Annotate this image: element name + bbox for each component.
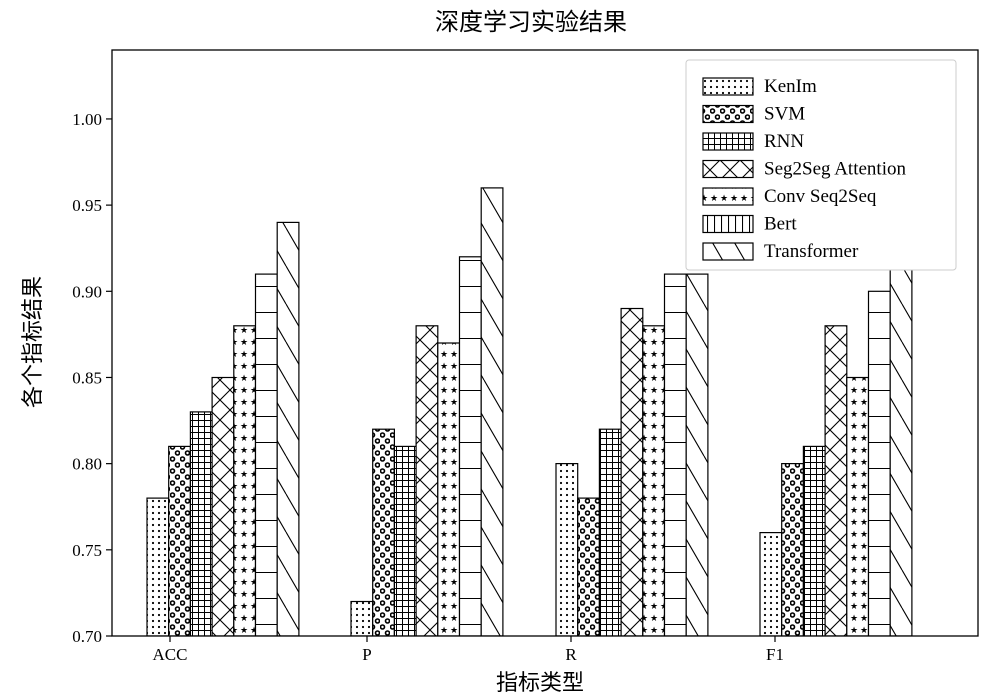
bar-transformer-acc: [276, 221, 300, 636]
bar-transformer-p: [480, 187, 504, 636]
x-tick-label-f1: F1: [766, 645, 784, 664]
y-tick-label: 0.90: [72, 282, 102, 301]
bar-seg2seg-attention-r: [620, 307, 644, 636]
legend-label: SVM: [764, 104, 805, 125]
bar-transformer-f1: [889, 239, 913, 636]
bar-kenim-acc: [146, 497, 170, 636]
bar-conv-seq2seq-f1: [846, 376, 870, 636]
bar-seg2seg-attention-p: [415, 325, 439, 636]
y-tick-label: 0.85: [72, 368, 102, 387]
legend-label: KenIm: [764, 76, 817, 97]
bar-svm-acc: [168, 445, 191, 636]
legend-swatch: [702, 214, 754, 234]
plot-frame: [111, 49, 979, 637]
bar-bert-p: [458, 256, 482, 636]
legend-label: Conv Seq2Seq: [764, 186, 877, 207]
bar-rnn-r: [598, 428, 622, 636]
y-axis-ticks: 0.70 0.75 0.80 0.85 0.90 0.95 1.00: [72, 110, 112, 646]
y-tick-label: 0.80: [72, 455, 102, 474]
legend-swatch: [702, 242, 754, 261]
legend-swatch: [702, 159, 754, 179]
legend-label: Seg2Seg Attention: [764, 159, 906, 180]
x-axis-label: 指标类型: [496, 671, 584, 696]
x-tick-label-p: P: [362, 645, 371, 664]
bar-rnn-f1: [802, 445, 826, 636]
legend-swatch: [702, 77, 754, 96]
bar-bert-f1: [867, 290, 891, 636]
y-axis-label: 各个指标结果: [21, 276, 46, 408]
legend-swatch: [702, 132, 754, 151]
y-tick-label: 1.00: [72, 110, 102, 129]
legend-label: Transformer: [764, 241, 859, 262]
legend-label: RNN: [764, 131, 804, 152]
bar-seg2seg-attention-acc: [211, 376, 235, 636]
bar-svm-f1: [781, 463, 805, 636]
bar-rnn-acc: [189, 411, 213, 636]
x-tick-label-r: R: [565, 645, 577, 664]
chart-title: 深度学习实验结果: [435, 8, 627, 36]
legend-label: Bert: [764, 214, 797, 235]
bar-conv-seq2seq-p: [437, 342, 461, 636]
bar-kenim-r: [555, 463, 579, 636]
legend-swatch: [702, 187, 754, 206]
bar-seg2seg-attention-f1: [824, 325, 848, 636]
bar-kenim-p: [350, 600, 374, 636]
bar-rnn-p: [393, 445, 417, 636]
x-axis-ticks: ACC P R F1: [153, 636, 784, 664]
y-tick-label: 0.95: [72, 196, 102, 215]
bar-bert-r: [663, 273, 687, 636]
bar-kenim-f1: [759, 531, 783, 636]
legend: KenIm SVM RNN Seg2Seg Attention Conv Seq2Seq…: [685, 59, 957, 271]
legend-swatch: [702, 104, 754, 124]
bar-svm-r: [577, 497, 601, 636]
bar-bert-acc: [254, 273, 278, 636]
y-tick-label: 0.75: [72, 541, 102, 560]
bar-conv-seq2seq-acc: [233, 325, 257, 636]
bar-conv-seq2seq-r: [642, 325, 666, 636]
bars-group: [146, 187, 913, 636]
x-tick-label-acc: ACC: [153, 645, 188, 664]
y-tick-label: 0.70: [72, 627, 102, 646]
bar-transformer-r: [685, 273, 709, 636]
bar-svm-p: [372, 428, 396, 636]
